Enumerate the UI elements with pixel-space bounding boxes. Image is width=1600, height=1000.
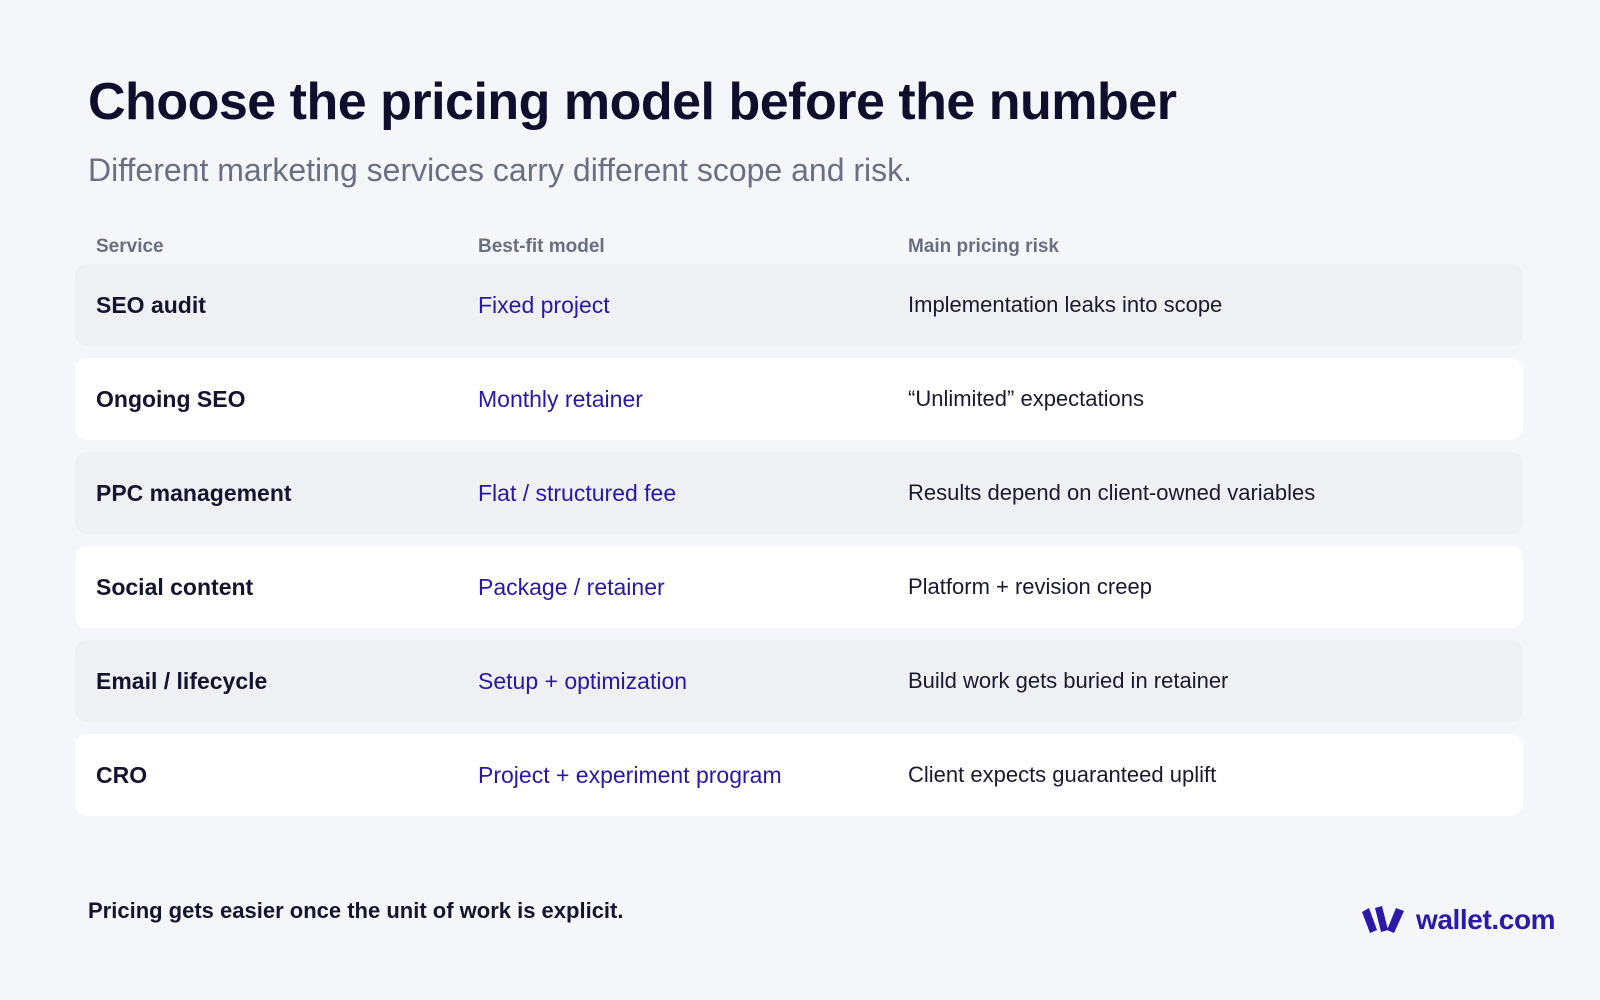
column-header-risk: Main pricing risk [908,236,1059,257]
table-row: SEO audit Fixed project Implementation l… [75,264,1523,346]
pricing-table: Service Best-fit model Main pricing risk… [75,232,1523,816]
model-cell: Monthly retainer [478,386,643,412]
brand-logo: wallet.com [1360,904,1556,936]
model-cell: Fixed project [478,292,610,318]
table-row: PPC management Flat / structured fee Res… [75,452,1523,534]
risk-cell: Build work gets buried in retainer [908,668,1229,693]
service-cell: Social content [96,574,254,600]
model-cell: Setup + optimization [478,668,688,694]
service-cell: PPC management [96,480,292,506]
service-cell: Email / lifecycle [96,668,268,694]
service-cell: SEO audit [96,292,206,318]
page-subtitle: Different marketing services carry diffe… [88,152,913,188]
column-header-service: Service [96,236,164,257]
page-title: Choose the pricing model before the numb… [88,73,1177,131]
risk-cell: Results depend on client-owned variables [908,480,1316,505]
service-cell: CRO [96,762,148,788]
model-cell: Flat / structured fee [478,480,677,506]
model-cell: Project + experiment program [478,762,782,788]
risk-cell: Client expects guaranteed uplift [908,762,1217,787]
table-row: Email / lifecycle Setup + optimization B… [75,640,1523,722]
risk-cell: Implementation leaks into scope [908,292,1223,317]
table-row: Ongoing SEO Monthly retainer “Unlimited”… [75,358,1523,440]
table-row: Social content Package / retainer Platfo… [75,546,1523,628]
brand-name: wallet.com [1416,904,1556,935]
column-header-model: Best-fit model [478,236,605,257]
service-cell: Ongoing SEO [96,386,246,412]
table-header: Service Best-fit model Main pricing risk [75,232,1523,264]
wallet-logo-icon [1362,906,1404,933]
table-row: CRO Project + experiment program Client … [75,734,1523,816]
risk-cell: Platform + revision creep [908,574,1152,599]
footer-note: Pricing gets easier once the unit of wor… [88,898,624,923]
risk-cell: “Unlimited” expectations [908,386,1144,411]
model-cell: Package / retainer [478,574,665,600]
